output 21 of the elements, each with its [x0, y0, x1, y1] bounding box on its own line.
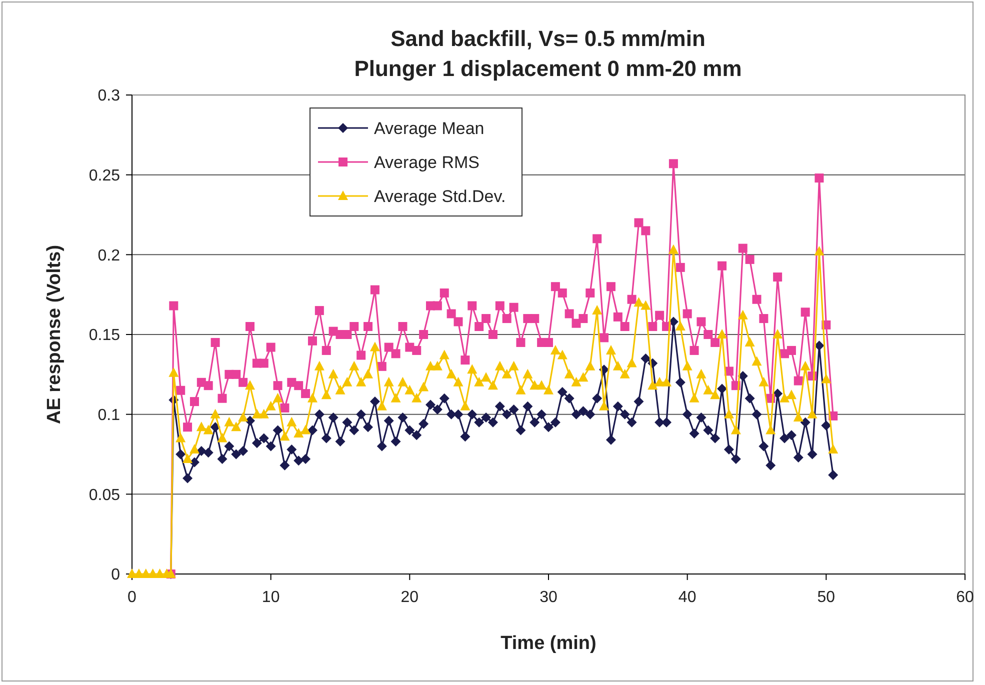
y-tick-label: 0.15	[88, 327, 120, 344]
y-tick-label: 0.25	[88, 167, 120, 184]
legend-label: Average RMS	[374, 152, 480, 172]
legend-label: Average Std.Dev.	[374, 186, 506, 206]
x-tick-label: 60	[956, 589, 974, 606]
x-tick-label: 10	[262, 589, 280, 606]
x-tick-label: 40	[678, 589, 696, 606]
y-tick-label: 0.3	[98, 88, 120, 105]
y-tick-label: 0.05	[88, 486, 120, 504]
chart-subtitle: Plunger 1 displacement 0 mm-20 mm	[354, 56, 742, 81]
x-axis-title: Time (min)	[500, 633, 596, 654]
x-tick-label: 20	[400, 589, 419, 606]
y-tick-label: 0.2	[98, 247, 120, 264]
x-tick-label: 50	[817, 589, 836, 606]
y-tick-label: 0	[111, 566, 120, 584]
y-axis-title: AE response (Volts)	[44, 244, 65, 424]
x-tick-label: 0	[128, 589, 137, 606]
y-tick-label: 0.1	[98, 406, 120, 424]
legend-label: Average Mean	[374, 118, 484, 138]
chart-title: Sand backfill, Vs= 0.5 mm/min	[390, 26, 706, 51]
x-tick-label: 30	[540, 589, 558, 606]
